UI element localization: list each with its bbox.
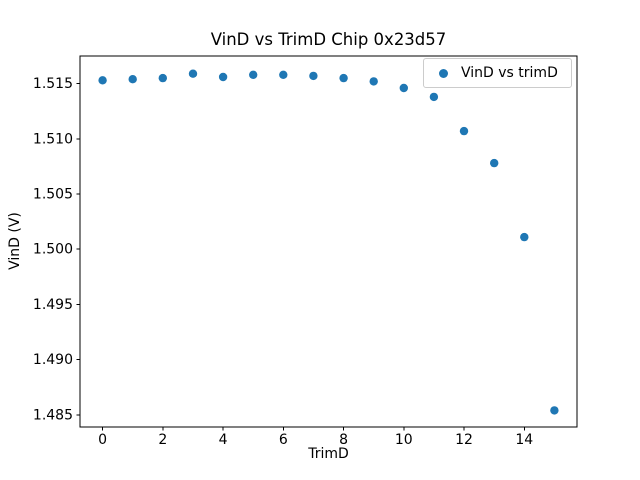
- y-axis-label: VinD (V): [7, 212, 23, 270]
- scatter-point: [158, 73, 167, 83]
- scatter-point: [98, 76, 107, 85]
- scatter-point: [339, 73, 348, 83]
- scatter-point: [249, 70, 258, 80]
- x-axis-label: TrimD: [308, 446, 349, 462]
- scatter-point: [399, 83, 408, 93]
- legend-marker-dot: [439, 68, 448, 78]
- x-tick-label: 10: [395, 432, 413, 448]
- y-tick-label: 1.490: [33, 352, 73, 368]
- y-tick-label: 1.510: [33, 131, 73, 147]
- x-tick-label: 8: [339, 432, 348, 448]
- scatter-point: [459, 126, 469, 136]
- y-tick-label: 1.485: [33, 407, 73, 423]
- scatter-point: [309, 71, 318, 81]
- y-tick-label: 1.500: [33, 242, 73, 258]
- scatter-point: [188, 69, 198, 78]
- scatter-point: [218, 72, 228, 82]
- legend: VinD vs trimD: [423, 58, 572, 88]
- axes-spines: [79, 55, 578, 428]
- x-tick-label: 14: [515, 432, 533, 448]
- x-tick-label: 12: [455, 432, 473, 448]
- y-tick-label: 1.495: [33, 297, 73, 313]
- scatter-point: [550, 406, 559, 415]
- x-tick-label: 6: [279, 432, 288, 448]
- y-tick-label: 1.515: [33, 76, 73, 92]
- x-tick-label: 4: [219, 432, 228, 448]
- legend-label: VinD vs trimD: [461, 65, 558, 81]
- scatter-point: [429, 92, 439, 102]
- x-tick-label: 2: [158, 432, 167, 448]
- y-tick-label: 1.505: [33, 187, 73, 203]
- scatter-point: [520, 232, 529, 242]
- chart-title: VinD vs TrimD Chip 0x23d57: [210, 30, 447, 49]
- x-tick-label: 0: [98, 432, 107, 448]
- scatter-point: [490, 158, 499, 168]
- scatter-point: [369, 77, 378, 86]
- scatter-point: [128, 75, 137, 84]
- scatter-point: [279, 70, 288, 80]
